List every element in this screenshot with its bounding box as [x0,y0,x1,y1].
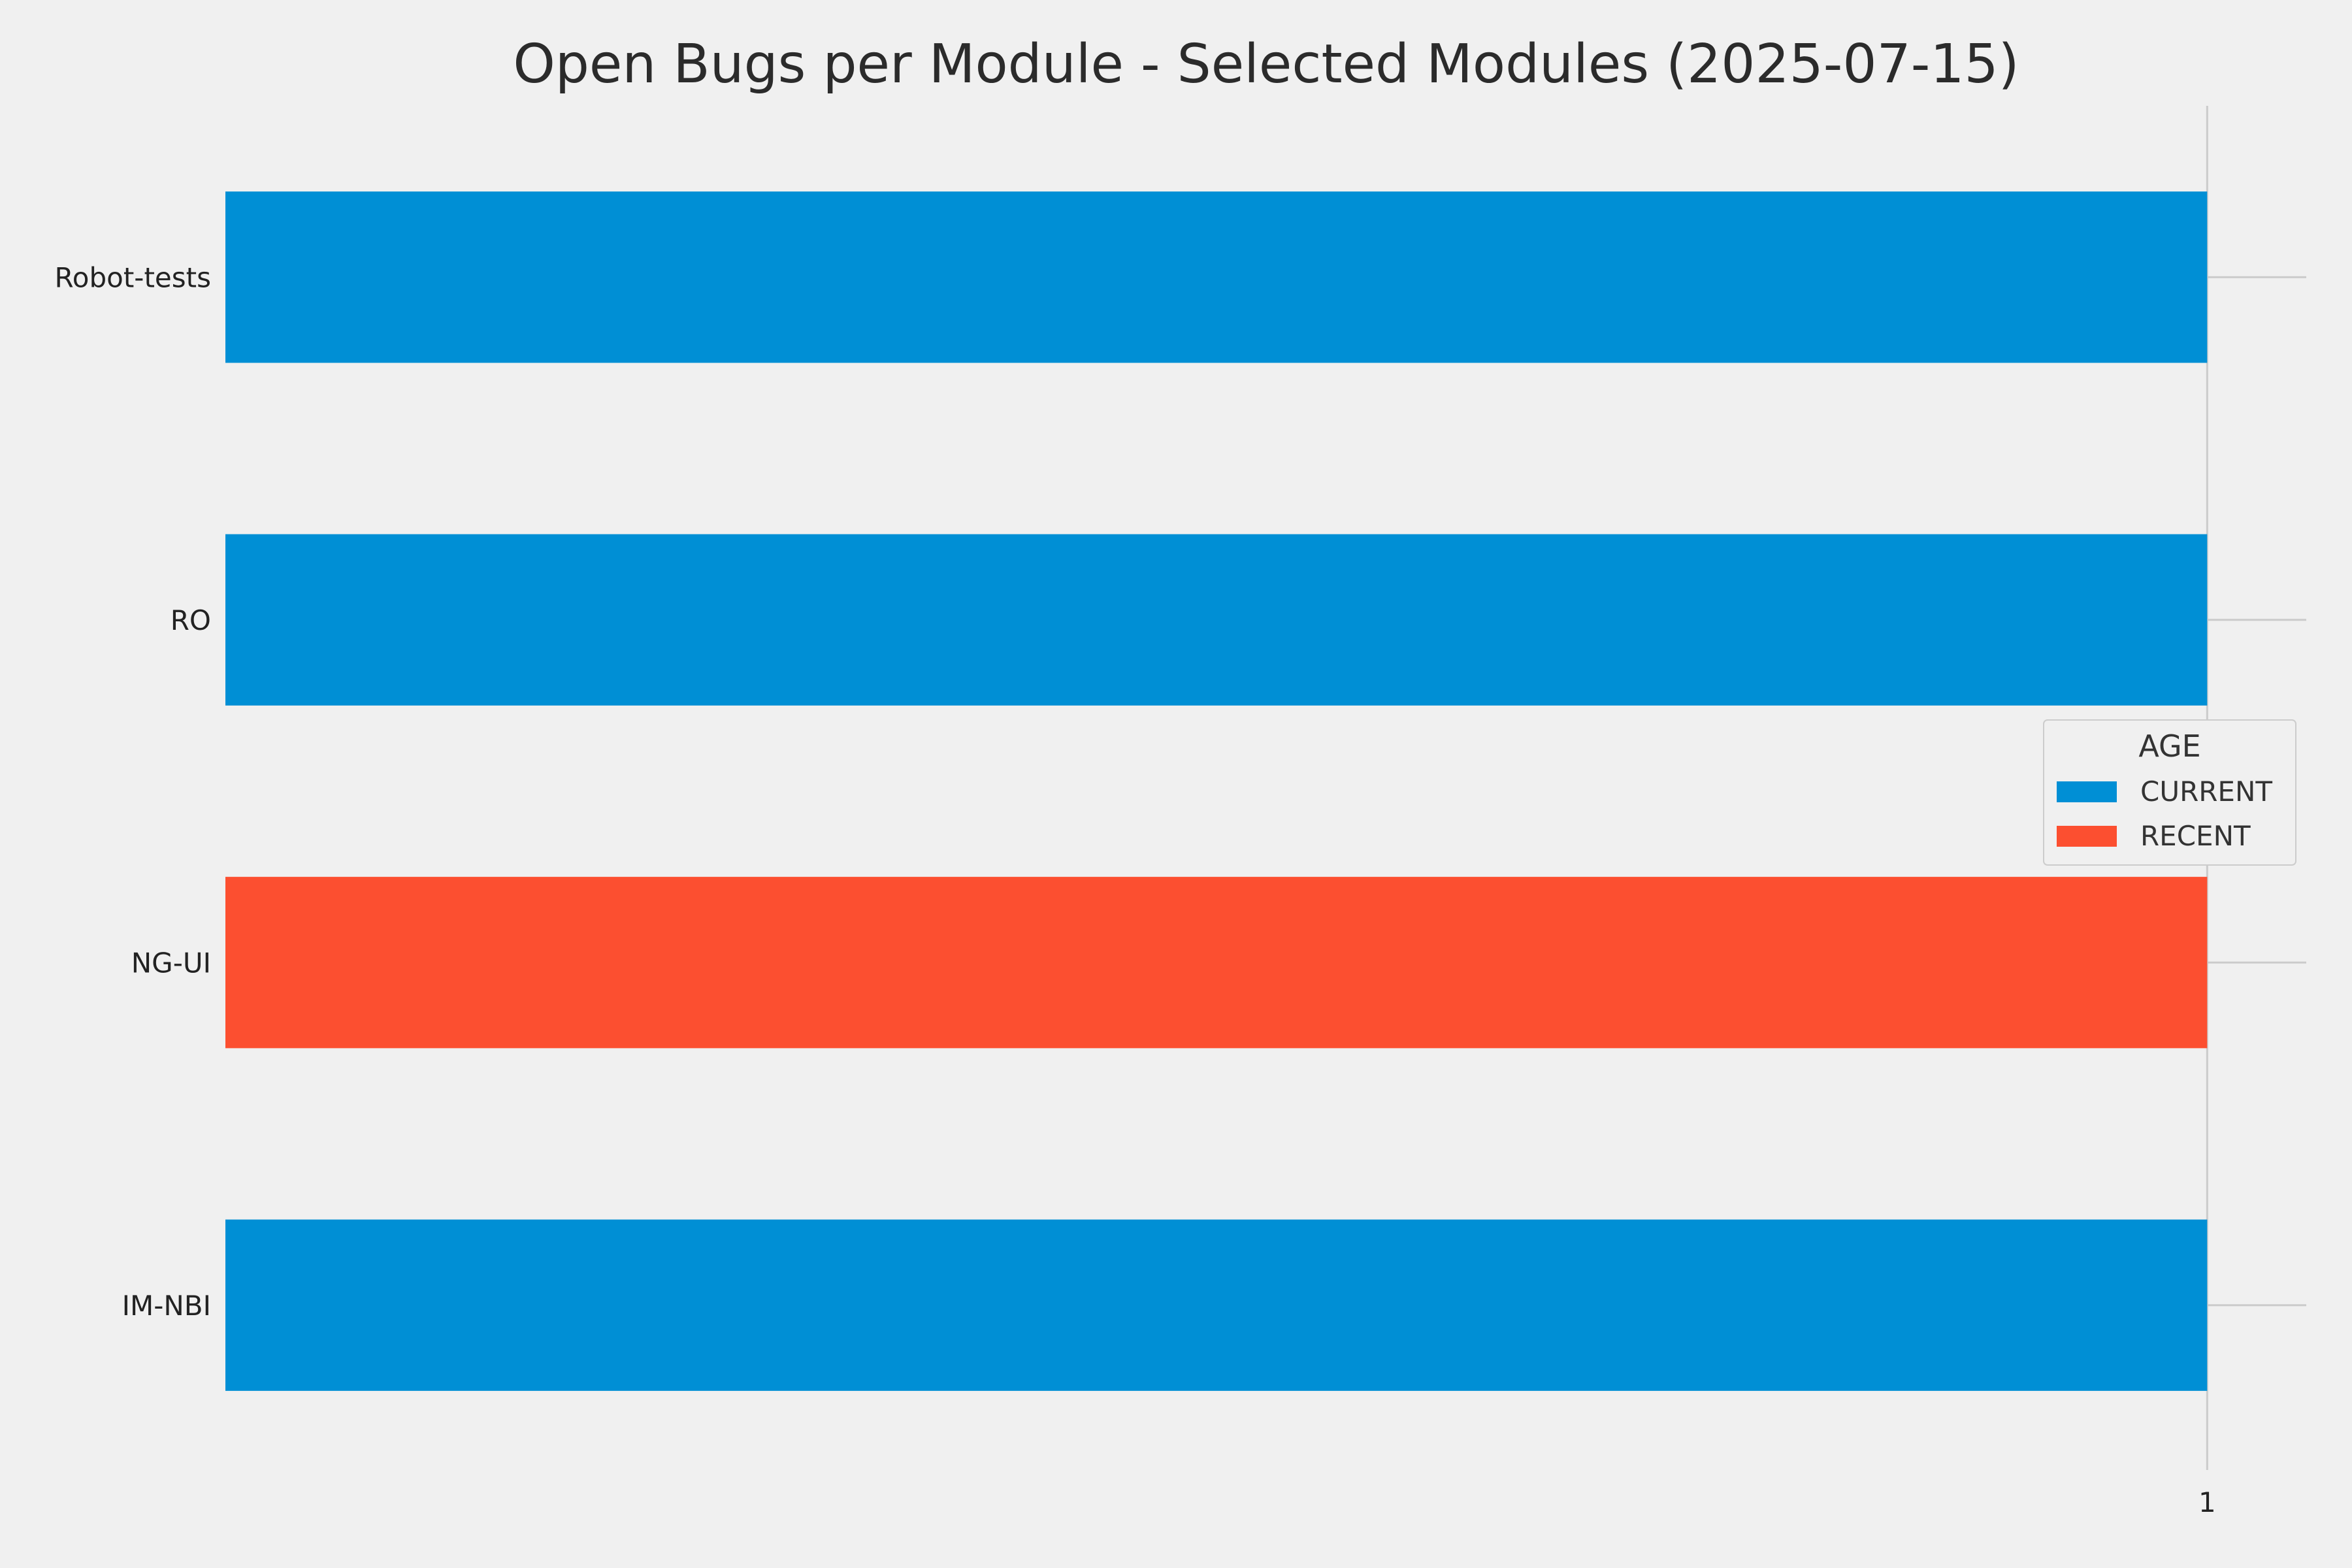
chart-title: Open Bugs per Module - Selected Modules … [513,33,2019,95]
bar-im-nbi [225,1219,2208,1391]
legend-label-current: CURRENT [2140,776,2272,808]
y-tick-label: NG-UI [131,947,211,979]
x-tick-label: 1 [2198,1486,2216,1518]
bar-ng-ui [225,877,2208,1049]
y-tick-label: RO [171,604,211,636]
legend-label-recent: RECENT [2140,820,2251,852]
bar-robot-tests [225,191,2208,363]
legend-swatch-recent [2057,826,2117,847]
legend[interactable]: AGE CURRENT RECENT [2043,719,2296,866]
legend-swatch-current [2057,781,2117,802]
bar-ro [225,534,2208,706]
y-tick-label: IM-NBI [122,1290,211,1322]
y-tick-label: Robot-tests [54,261,211,293]
bar-layer [225,191,2208,1391]
label-layer: 1 Robot-tests RO NG-UI IM-NBI [54,261,2215,1518]
legend-title: AGE [2138,728,2200,764]
